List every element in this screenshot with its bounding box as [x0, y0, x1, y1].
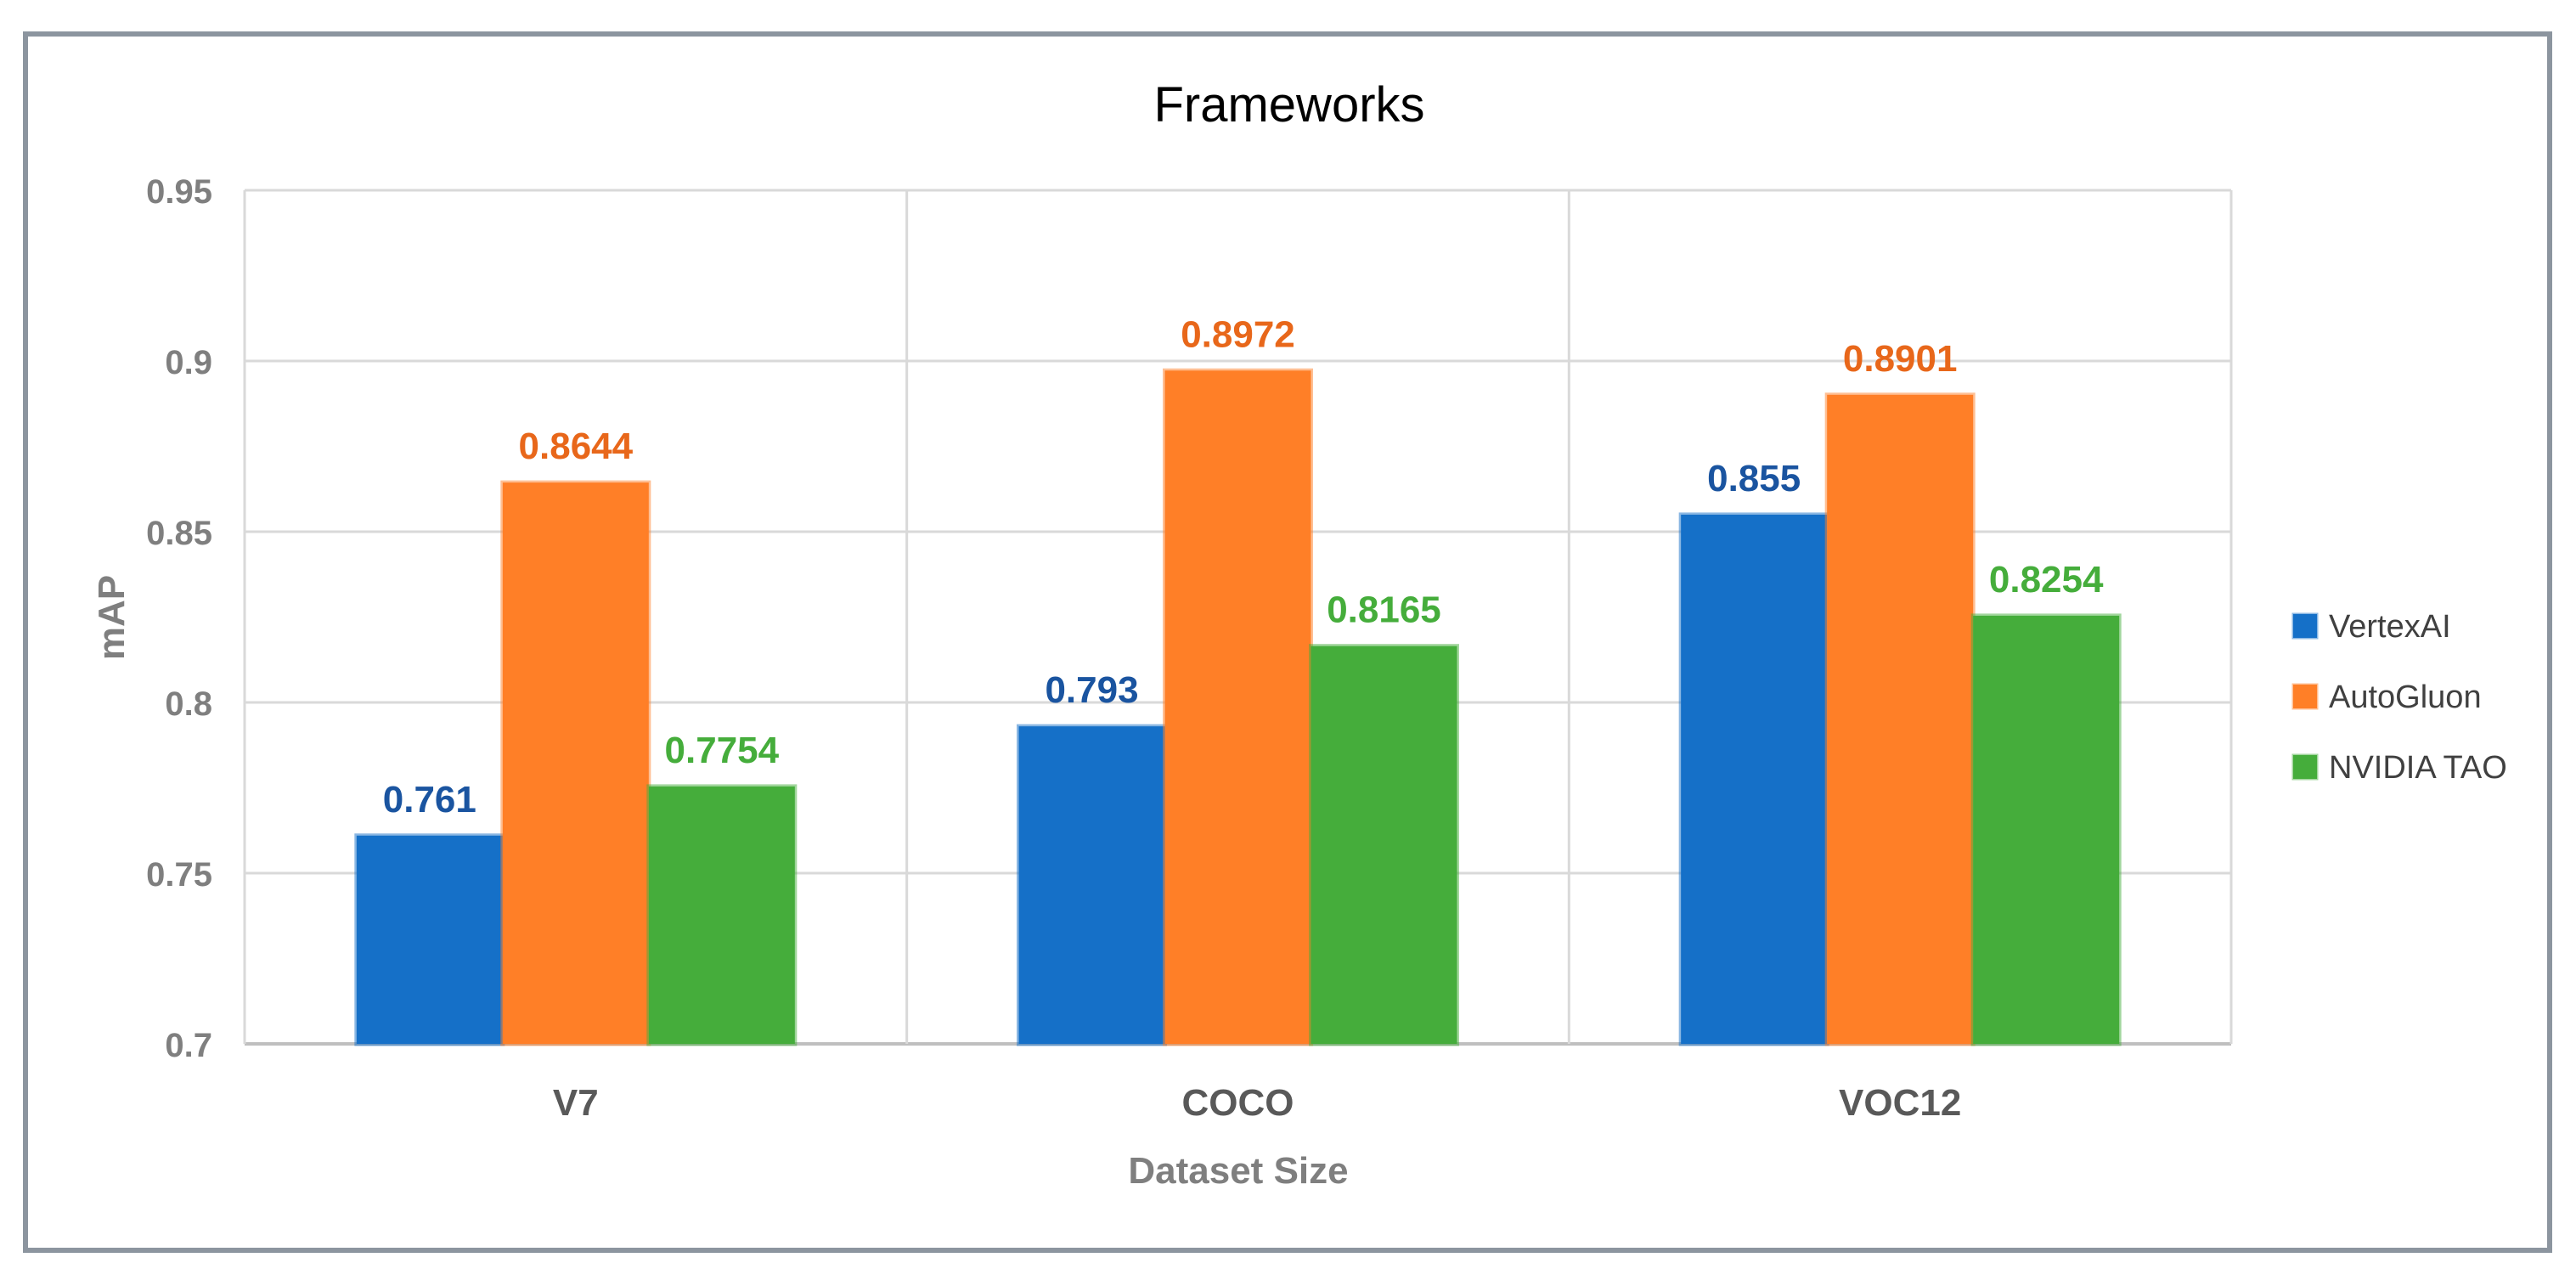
data-label: 0.8901	[1843, 338, 1958, 380]
data-labels-layer: 0.761 0.8644 0.7754 0.793 0.8972 0.8165 0.855 0…	[383, 313, 2104, 820]
data-label: 0.7754	[665, 730, 780, 771]
x-tick-label: VOC12	[1839, 1082, 1961, 1124]
data-label: 0.8165	[1327, 589, 1441, 631]
bar-nvidia-tao	[1309, 644, 1459, 1046]
x-tick-label: COCO	[1182, 1082, 1294, 1124]
y-tick-label: 0.85	[146, 515, 212, 552]
x-ticks-layer: V7 COCO VOC12	[553, 1082, 1961, 1124]
data-label: 0.8972	[1181, 313, 1295, 355]
legend-label: VertexAI	[2329, 609, 2451, 645]
bar-autogluon	[1824, 392, 1976, 1046]
legend-swatch	[2291, 753, 2319, 781]
bar-autogluon	[1163, 368, 1313, 1046]
x-tick-label: V7	[553, 1082, 599, 1124]
legend-label: AutoGluon	[2329, 679, 2482, 715]
bar-vertexai	[1678, 512, 1829, 1046]
x-axis-label: Dataset Size	[1128, 1150, 1348, 1192]
y-axis-label: mAP	[91, 575, 132, 660]
bar-nvidia-tao	[1970, 613, 2122, 1046]
legend-label: NVIDIA TAO	[2329, 750, 2507, 786]
y-tick-label: 0.75	[146, 856, 212, 894]
data-label: 0.8644	[519, 426, 634, 467]
y-tick-label: 0.9	[165, 344, 212, 381]
y-ticks-layer: 0.7 0.75 0.8 0.85 0.9 0.95	[146, 173, 212, 1064]
legend-swatch	[2291, 683, 2319, 710]
chart-title: Frameworks	[1153, 77, 1424, 133]
legend: VertexAI AutoGluon NVIDIA TAO	[2291, 609, 2507, 786]
bars-layer	[354, 368, 2122, 1046]
data-label: 0.793	[1045, 669, 1138, 711]
bar-vertexai	[1017, 724, 1167, 1046]
legend-swatch	[2291, 612, 2319, 640]
data-label: 0.8254	[1989, 559, 2104, 601]
bar-nvidia-tao	[646, 784, 798, 1046]
bar-vertexai	[354, 833, 505, 1046]
data-label: 0.855	[1707, 458, 1801, 499]
y-tick-label: 0.7	[165, 1027, 212, 1064]
y-tick-label: 0.8	[165, 685, 212, 723]
data-label: 0.761	[383, 779, 476, 820]
y-tick-label: 0.95	[146, 173, 212, 211]
bar-autogluon	[500, 480, 651, 1046]
